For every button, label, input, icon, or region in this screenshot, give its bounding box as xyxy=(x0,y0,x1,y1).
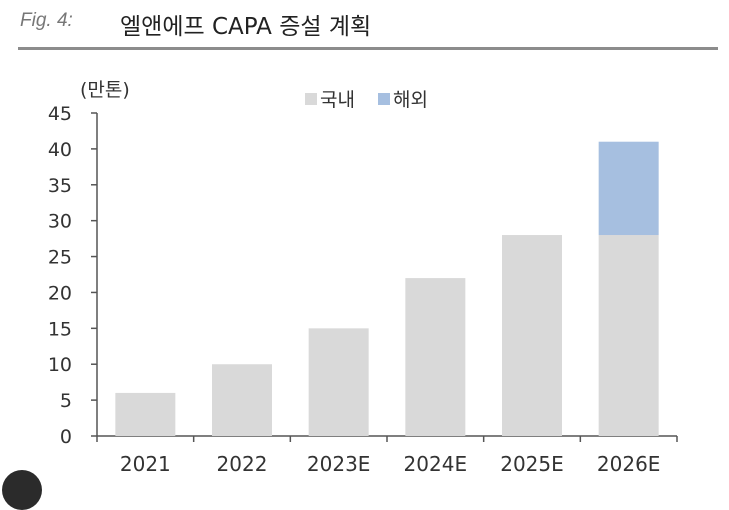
x-category-label: 2021 xyxy=(120,452,171,476)
y-tick-label: 15 xyxy=(48,318,72,340)
legend-swatch xyxy=(378,93,390,105)
legend-swatch xyxy=(305,93,317,105)
y-tick-label: 10 xyxy=(48,354,72,376)
bar-domestic xyxy=(502,235,562,436)
bar-domestic xyxy=(308,328,369,436)
y-tick-label: 40 xyxy=(48,139,72,161)
y-tick-label: 0 xyxy=(60,426,72,448)
bars xyxy=(115,141,659,436)
header-divider xyxy=(18,47,718,50)
y-tick-label: 25 xyxy=(48,247,72,269)
y-axis: 0 5 10 15 20 25 30 35 40 45 xyxy=(48,103,98,448)
x-category-label: 2025E xyxy=(500,452,564,476)
y-tick-label: 35 xyxy=(48,175,72,197)
y-tick-label: 5 xyxy=(60,390,72,412)
legend: 국내 해외 xyxy=(305,89,428,111)
overlay-circle-icon[interactable] xyxy=(2,470,42,510)
x-category-label: 2026E xyxy=(597,452,661,476)
legend-label: 국내 xyxy=(320,89,355,111)
bar-domestic xyxy=(405,278,466,436)
x-category-label: 2024E xyxy=(404,452,468,476)
x-category-label: 2023E xyxy=(307,452,371,476)
bar-overseas xyxy=(598,141,659,236)
x-category-label: 2022 xyxy=(217,452,268,476)
legend-label: 해외 xyxy=(393,89,428,111)
bar-domestic xyxy=(598,235,659,436)
y-tick-label: 30 xyxy=(48,211,72,233)
bar-domestic xyxy=(212,364,272,436)
bar-domestic xyxy=(115,392,176,436)
y-tick-label: 45 xyxy=(48,103,72,125)
chart-title: 엘앤에프 CAPA 증설 계획 xyxy=(120,14,372,40)
y-axis-unit-label: (만톤) xyxy=(80,79,130,101)
figure-number: Fig. 4: xyxy=(20,10,73,31)
figure-header: Fig. 4: 엘앤에프 CAPA 증설 계획 xyxy=(0,0,729,52)
x-axis: 2021 2022 2023E 2024E 2025E 2026E xyxy=(96,435,678,476)
y-tick-label: 20 xyxy=(48,282,72,304)
